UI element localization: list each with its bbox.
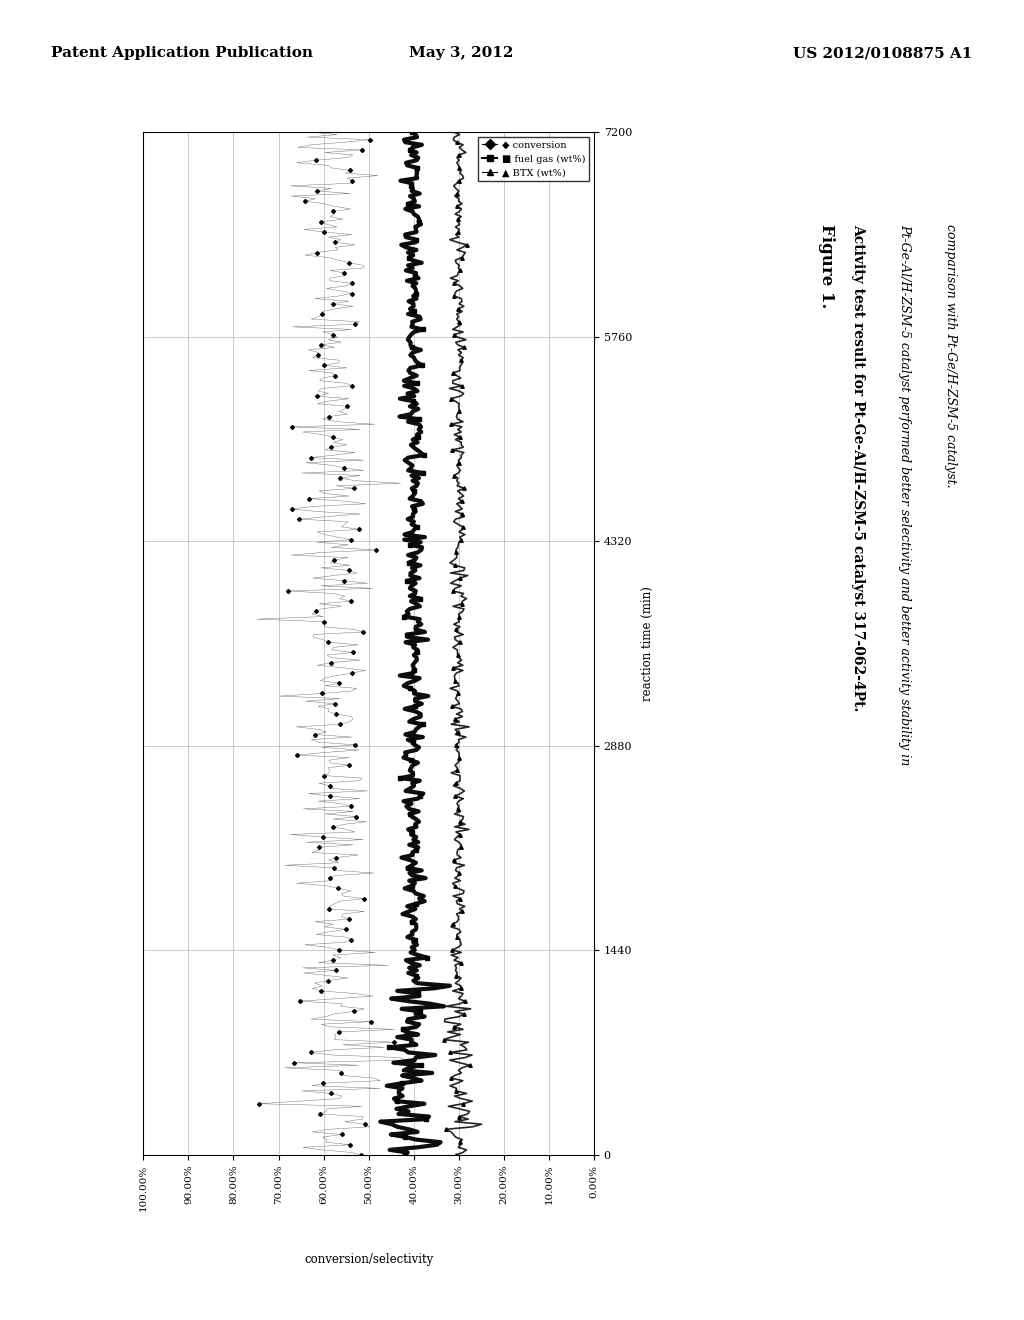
Text: May 3, 2012: May 3, 2012	[409, 46, 513, 61]
Text: Patent Application Publication: Patent Application Publication	[51, 46, 313, 61]
X-axis label: conversion/selectivity: conversion/selectivity	[304, 1253, 433, 1266]
Text: comparison with Pt-Ge/H-ZSM-5 catalyst.: comparison with Pt-Ge/H-ZSM-5 catalyst.	[944, 224, 957, 488]
Text: Pt-Ge-Al/H-ZSM-5 catalyst performed better selectivity and better activity stabi: Pt-Ge-Al/H-ZSM-5 catalyst performed bett…	[898, 224, 911, 766]
Text: Figure 1.: Figure 1.	[817, 224, 835, 309]
Legend: ◆ conversion, ■ fuel gas (wt%), ▲ BTX (wt%): ◆ conversion, ■ fuel gas (wt%), ▲ BTX (w…	[478, 137, 589, 181]
Text: US 2012/0108875 A1: US 2012/0108875 A1	[794, 46, 973, 61]
Y-axis label: reaction time (min): reaction time (min)	[640, 586, 653, 701]
Text: Activity test result for Pt-Ge-Al/H-ZSM-5 catalyst 317-062-4Pt.: Activity test result for Pt-Ge-Al/H-ZSM-…	[851, 224, 865, 711]
